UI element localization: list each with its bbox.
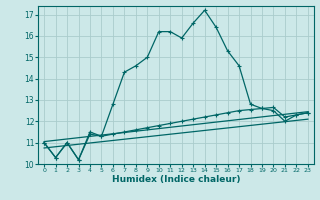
X-axis label: Humidex (Indice chaleur): Humidex (Indice chaleur) xyxy=(112,175,240,184)
